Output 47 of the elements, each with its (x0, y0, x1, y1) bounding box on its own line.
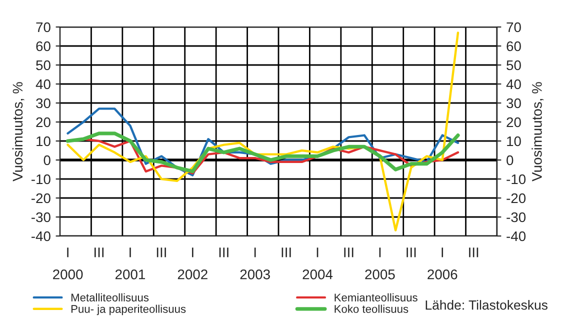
y2-tick-label: 60 (506, 41, 521, 52)
y-tick-label: -30 (32, 212, 50, 222)
y-tick-label: 20 (36, 117, 50, 128)
legend-label: Puu- ja paperiteollisuus (71, 304, 186, 316)
y-tick-label: -10 (32, 174, 50, 184)
y2-tick-label: 20 (506, 117, 521, 128)
x-tick-label: III (344, 248, 354, 258)
y2-axis-title: Vuosimuutos, % (532, 82, 544, 182)
y-tick-label: -40 (32, 231, 50, 242)
x-tick-label: I 2006 (428, 248, 458, 280)
x-tick-label: III (282, 248, 291, 258)
x-tick-label: I 2005 (365, 248, 395, 280)
y2-tick-label: -30 (506, 212, 526, 222)
y-tick-label: 50 (36, 60, 50, 70)
x-tick-label: I 2001 (115, 248, 146, 280)
legend-label: Metalliteollisuus (71, 293, 149, 302)
legend-label: Kemianteollisuus (334, 293, 418, 302)
y2-tick-label: 30 (506, 98, 521, 108)
y2-tick-label: 70 (506, 22, 521, 32)
text: Lähde: Tilastokeskus (426, 300, 548, 310)
legend-label: Koko teollisuus (334, 304, 408, 313)
x-tick-label: III (406, 248, 416, 258)
y-tick-label: 10 (36, 136, 50, 146)
x-tick-label: I 2003 (240, 248, 270, 280)
x-tick-label: I 2004 (302, 248, 333, 280)
y2-tick-label: 50 (506, 60, 521, 70)
x-tick-label: III (469, 248, 478, 258)
x-tick-label: I 2000 (53, 248, 83, 280)
y-axis-title: Vuosimuutos, % (12, 82, 24, 182)
y2-tick-label: 10 (507, 136, 521, 146)
y-tick-label: 0 (44, 155, 50, 166)
y-tick-label: 60 (36, 41, 50, 52)
y2-tick-label: -20 (506, 193, 526, 204)
y2-tick-label: 0 (506, 155, 514, 166)
y-tick-label: -20 (32, 193, 50, 204)
y-tick-label: 30 (36, 98, 50, 108)
x-tick-label: III (156, 248, 166, 258)
y-tick-label: 70 (36, 22, 50, 32)
y2-tick-label: -40 (506, 231, 526, 242)
x-tick-label: III (94, 248, 104, 258)
y-tick-label: 40 (36, 79, 50, 90)
y2-tick-label: 40 (506, 79, 521, 90)
line-series (66, 32, 460, 232)
y2-tick-label: -10 (506, 174, 526, 184)
x-tick-label: I 2002 (178, 248, 208, 280)
x-tick-label: III (219, 248, 228, 258)
line-series (66, 132, 460, 174)
